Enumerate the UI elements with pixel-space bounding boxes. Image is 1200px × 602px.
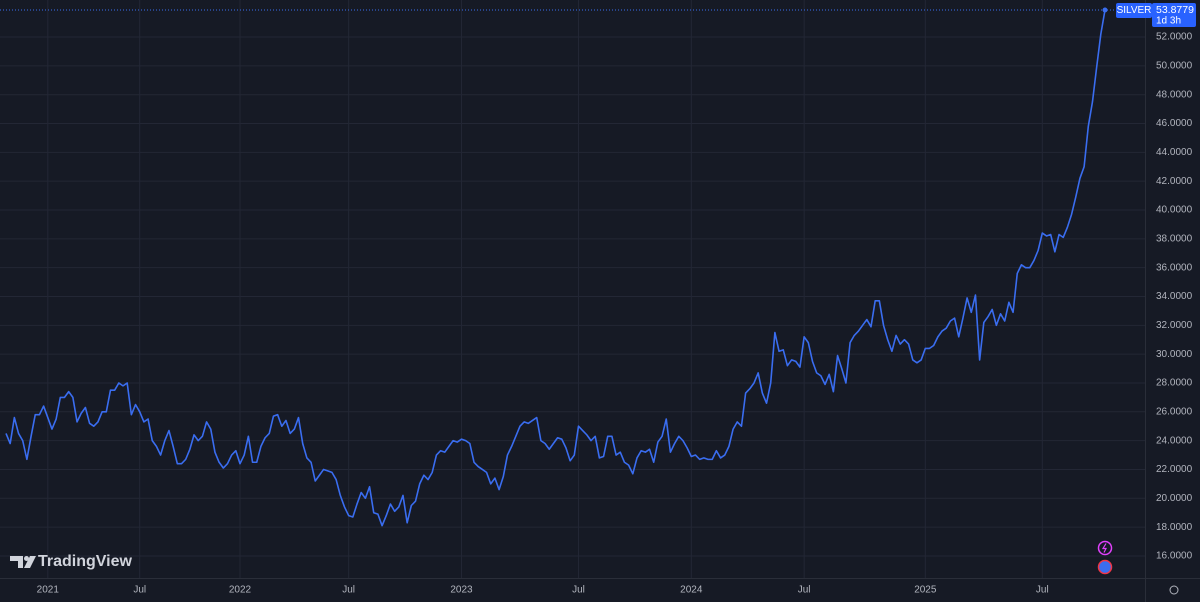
logo-dot <box>24 556 29 561</box>
y-tick-label: 28.0000 <box>1156 378 1193 389</box>
x-tick-label: 2024 <box>680 585 703 596</box>
event-icon[interactable] <box>1097 540 1113 556</box>
price-line <box>5 9 1106 527</box>
x-tick-label: 2025 <box>914 585 937 596</box>
price-label: SILVER 53.8779 1d 3h <box>1116 3 1196 27</box>
y-tick-label: 34.0000 <box>1156 291 1193 302</box>
countdown: 1d 3h <box>1156 16 1181 27</box>
y-tick-label: 18.0000 <box>1156 522 1193 533</box>
last-price-box <box>1152 3 1196 27</box>
x-tick-label: Jul <box>342 585 355 596</box>
plot <box>0 7 1145 527</box>
y-tick-label: 16.0000 <box>1156 551 1193 562</box>
y-tick-label: 20.0000 <box>1156 493 1193 504</box>
y-tick-label: 44.0000 <box>1156 147 1193 158</box>
last-price-label: 53.8779 <box>1156 4 1194 16</box>
x-tick-label: Jul <box>572 585 585 596</box>
logo-icon <box>10 556 36 568</box>
grid <box>0 0 1145 578</box>
x-tick-label: Jul <box>133 585 146 596</box>
y-tick-label: 30.0000 <box>1156 349 1193 360</box>
settings-icon[interactable] <box>1169 585 1179 595</box>
y-tick-label: 24.0000 <box>1156 435 1193 446</box>
y-tick-label: 36.0000 <box>1156 262 1193 273</box>
x-tick-label: Jul <box>1036 585 1049 596</box>
watermark: TradingView <box>10 553 133 570</box>
y-tick-label: 22.0000 <box>1156 464 1193 475</box>
settings <box>1169 585 1179 595</box>
symbol-label: SILVER <box>1117 5 1152 16</box>
y-tick-label: 26.0000 <box>1156 406 1193 417</box>
event-icon[interactable] <box>1097 559 1113 575</box>
symbol-box <box>1116 3 1152 18</box>
y-tick-label: 48.0000 <box>1156 89 1193 100</box>
y-tick-label: 42.0000 <box>1156 176 1193 187</box>
y-tick-label: 32.0000 <box>1156 320 1193 331</box>
y-tick-label: 40.0000 <box>1156 205 1193 216</box>
x-tick-label: 2021 <box>37 585 60 596</box>
x-tick-label: 2023 <box>450 585 473 596</box>
x-tick-label: 2022 <box>229 585 252 596</box>
y-tick-label: 52.0000 <box>1156 32 1193 43</box>
y-tick-label: 50.0000 <box>1156 61 1193 72</box>
y-tick-label: 38.0000 <box>1156 233 1193 244</box>
y-tick-label: 46.0000 <box>1156 118 1193 129</box>
event-icons <box>1097 540 1113 575</box>
watermark-text: TradingView <box>38 553 133 570</box>
event-glyph <box>1101 543 1107 553</box>
last-point <box>1102 7 1108 13</box>
x-tick-label: Jul <box>798 585 811 596</box>
